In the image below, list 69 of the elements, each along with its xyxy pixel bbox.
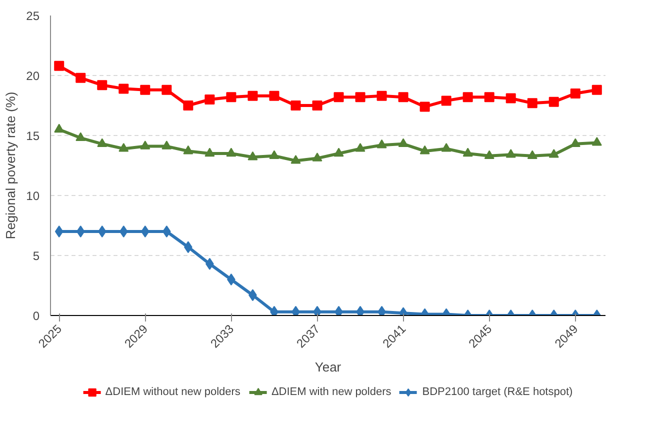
y-tick-label: 5 <box>32 249 40 263</box>
point <box>54 60 64 71</box>
point <box>570 138 580 147</box>
y-tick-label: 25 <box>26 9 40 23</box>
point <box>183 145 194 154</box>
y-tick-label: 10 <box>26 189 40 203</box>
point <box>378 306 386 316</box>
point <box>290 155 301 164</box>
point <box>290 100 301 110</box>
point <box>334 92 344 102</box>
legend-label: ΔDIEM with new polders <box>271 386 392 398</box>
point <box>356 306 364 316</box>
y-tick-label: 15 <box>26 129 40 143</box>
legend-label: ΔDIEM without new polders <box>105 386 240 398</box>
point <box>527 98 538 108</box>
point <box>269 150 280 159</box>
point <box>420 145 430 154</box>
point <box>204 148 215 157</box>
point <box>398 92 408 102</box>
point <box>376 139 387 148</box>
point <box>118 84 129 94</box>
point <box>54 124 64 133</box>
x-axis-title: Year <box>314 360 342 375</box>
point <box>76 132 86 141</box>
point <box>376 90 387 101</box>
point <box>226 92 236 102</box>
y-tick-label: 20 <box>26 69 40 83</box>
point <box>140 140 150 150</box>
point <box>292 306 300 316</box>
point <box>313 306 322 316</box>
point <box>548 96 559 107</box>
point <box>76 72 86 83</box>
point <box>140 84 150 95</box>
point <box>183 100 194 110</box>
point <box>355 92 366 102</box>
point <box>248 90 258 101</box>
point <box>462 92 473 102</box>
point <box>248 151 258 160</box>
point <box>97 80 108 90</box>
point <box>312 152 322 162</box>
point <box>441 96 452 106</box>
point <box>355 143 366 152</box>
point <box>334 306 343 316</box>
point <box>441 143 452 152</box>
point <box>484 92 494 102</box>
point <box>162 84 172 95</box>
point <box>334 148 344 157</box>
point <box>270 306 278 316</box>
y-tick-label: 0 <box>32 309 40 323</box>
point <box>506 149 516 158</box>
point <box>226 148 236 157</box>
point <box>548 149 559 158</box>
point <box>592 137 602 146</box>
point <box>484 150 494 159</box>
point <box>570 88 580 98</box>
point <box>592 84 602 95</box>
y-axis-title: Regional poverty rate (%) <box>3 92 18 240</box>
point <box>97 138 108 147</box>
point <box>506 93 516 104</box>
legend-label: BDP2100 target (R&E hotspot) <box>422 386 573 398</box>
point <box>462 148 473 157</box>
point <box>420 102 430 112</box>
point <box>162 140 172 150</box>
point <box>312 100 322 110</box>
point <box>527 150 538 159</box>
point <box>269 90 280 101</box>
point <box>204 94 215 104</box>
point <box>118 143 129 152</box>
point <box>398 138 408 147</box>
